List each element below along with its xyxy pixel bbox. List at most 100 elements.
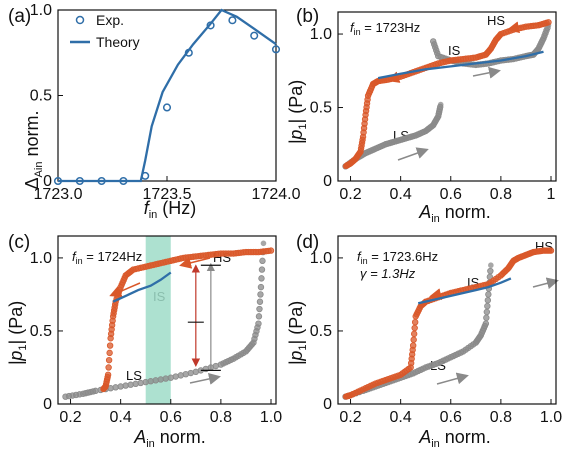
xtick-label-c: 0.2: [59, 409, 81, 426]
xtick-label-d: 1.0: [540, 409, 562, 426]
panel-label-c: (c): [8, 232, 30, 253]
ytick-label-d: 0: [323, 396, 332, 413]
ytick-label-a: 0: [43, 173, 52, 190]
panel-label-d: (d): [296, 232, 319, 253]
ls-point-d: [488, 262, 494, 269]
ytick-label-c: 1.0: [30, 250, 52, 267]
ls-label-c: LS: [126, 368, 142, 383]
axes-frame-a: [57, 9, 277, 182]
ls-point-c: [256, 298, 264, 305]
panel-b: (b) fin = 1723Hz |p1| (Pa) Ain norm. HS …: [286, 6, 557, 225]
ls-point-c: [257, 283, 265, 291]
axes-frame-d: [337, 235, 557, 405]
hs-point-d: [410, 330, 418, 338]
ls-point-d: [483, 314, 490, 322]
xlabel-b: Ain norm.: [418, 202, 491, 225]
ytick-label-c: 0: [43, 396, 52, 413]
xtick-label-b: 1: [547, 186, 556, 203]
freq-label-c: fin = 1724Hz: [72, 249, 142, 266]
ytick-label-b: 0.5: [310, 100, 332, 117]
gamma-label-d: γ = 1.3Hz: [360, 266, 416, 281]
ylabel-b: |p1| (Pa): [286, 80, 309, 145]
hs-point-c: [105, 356, 113, 364]
hs-point-d: [410, 336, 417, 343]
exp-point-a: [162, 103, 172, 112]
axes-frame-c: [57, 235, 277, 405]
ls-point-c: [258, 266, 266, 273]
xtick-label-b: 0.2: [339, 186, 361, 203]
arrow-is-up-d: [532, 277, 559, 290]
axes-frame-b: [337, 11, 557, 182]
arrow-ls-c: [189, 373, 221, 385]
xlabel-a: fin (Hz): [144, 198, 197, 221]
ytick-label-b: 0: [323, 173, 332, 190]
ytick-label-a: 1.0: [30, 2, 52, 19]
ls-point-b: [437, 101, 444, 108]
xtick-label-a: 1724.0: [252, 186, 301, 203]
freq-label-b: fin = 1723Hz: [350, 20, 420, 37]
ls-point-d: [484, 302, 491, 310]
hs-point-d: [342, 393, 349, 400]
legend-exp-marker: [75, 15, 85, 25]
ylabel-c: |p1| (Pa): [6, 301, 29, 366]
panel-label-a: (a): [8, 6, 31, 27]
ls-point-c: [258, 275, 265, 282]
panel-c: (c) fin = 1724Hz |p1| (Pa) Ain norm. HS …: [6, 232, 282, 450]
xtick-label-b: 0.8: [490, 186, 512, 203]
arrow-ls-d: [436, 372, 469, 385]
ytick-label-c: 0.5: [30, 323, 52, 340]
ls-point-d: [485, 291, 492, 298]
freq-label-d: fin = 1723.6Hz: [357, 249, 438, 266]
ytick-label-d: 0.5: [310, 323, 332, 340]
hs-point-b: [342, 163, 349, 170]
xtick-label-b: 0.6: [440, 186, 462, 203]
xtick-label-a: 1723.0: [34, 186, 83, 203]
plot-area-c: 0.2 0.4 0.6 0.8 1.0 0 0.5 1.0: [30, 235, 282, 426]
ls-point-d: [487, 267, 494, 275]
ls-point-d: [484, 297, 492, 304]
xtick-label-d: 0.8: [490, 409, 512, 426]
theory-curve-a: [58, 8, 277, 183]
ylabel-d: |p1| (Pa): [286, 301, 309, 366]
exp-point-a: [271, 45, 281, 54]
hs-point-c: [107, 335, 114, 342]
theory-curve-c: [112, 271, 172, 303]
ls-point-c: [256, 305, 263, 313]
is-label-b: IS: [448, 43, 461, 58]
ytick-label-b: 1.0: [310, 26, 332, 43]
panel-a: (a) ΔAin norm. fin (Hz) Exp. Theory 1723…: [8, 2, 301, 221]
hs-point-d: [412, 313, 419, 320]
xtick-label-c: 1.0: [260, 409, 282, 426]
theory-curve-d: [417, 277, 512, 305]
arrow-ls-b: [397, 147, 429, 161]
hs-point-c: [105, 364, 112, 371]
xtick-label-d: 0.2: [339, 409, 361, 426]
xtick-label-b: 0.4: [390, 186, 412, 203]
hs-point-d: [411, 324, 418, 332]
xtick-label-c: 0.4: [110, 409, 132, 426]
xlabel-d: Ain norm.: [418, 427, 491, 450]
panel-label-b: (b): [296, 6, 319, 27]
legend-a: Exp. Theory: [70, 12, 140, 50]
ls-point-c: [259, 257, 266, 265]
ls-point-d: [483, 308, 491, 316]
hs-point-d: [411, 318, 419, 326]
panel-d: (d) fin = 1723.6Hz γ = 1.3Hz |p1| (Pa) A…: [286, 232, 562, 450]
plot-area-a: 1723.0 1723.5 1724.0 0 0.5 1.0: [30, 2, 301, 203]
hs-label-b: HS: [487, 13, 505, 28]
hs-point-c: [106, 342, 114, 349]
arrow-is-up-b: [472, 66, 501, 79]
xtick-label-a: 1723.5: [143, 186, 192, 203]
ytick-label-d: 1.0: [310, 250, 332, 267]
legend-theory-label: Theory: [96, 34, 140, 50]
arrow-hs-c: [179, 256, 211, 269]
plot-area-b: 0.2 0.4 0.6 0.8 1 0 0.5 1.0: [310, 11, 557, 203]
xtick-label-c: 0.6: [160, 409, 182, 426]
exp-point-a: [228, 16, 237, 25]
hs-point-c: [106, 349, 113, 357]
xlabel-c: Ain norm.: [133, 427, 206, 450]
ylabel-a: ΔAin norm.: [22, 111, 45, 190]
hs-point-c: [100, 386, 106, 393]
xtick-label-d: 0.6: [440, 409, 462, 426]
